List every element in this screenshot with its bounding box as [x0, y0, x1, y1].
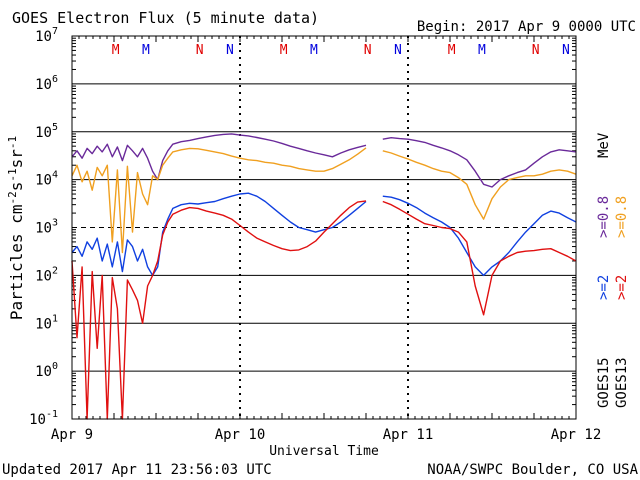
y-tick-label: 10-1 — [29, 409, 58, 428]
begin-time: Begin: 2017 Apr 9 0000 UTC — [417, 19, 636, 35]
marker-label: N — [226, 43, 234, 58]
marker-label: M — [478, 43, 486, 58]
marker-label: M — [142, 43, 150, 58]
legend-group: GOES13 >=2 >=0.8 — [614, 196, 630, 408]
legend-satellite: GOES15 — [596, 357, 612, 408]
series-line-3 — [71, 200, 577, 420]
series-layer — [71, 133, 577, 420]
y-tick-label: 105 — [35, 122, 58, 141]
marker-label: M — [112, 43, 120, 58]
y-tick-label: 101 — [35, 313, 58, 332]
y-axis-label: Particles cm-2s-1sr-1 — [6, 136, 26, 320]
y-tick-label: 100 — [35, 361, 58, 380]
legend: GOES15 >=2 >=0.8 MeV GOES13 >=2 >=0.8 — [596, 132, 630, 408]
marker-label: N — [196, 43, 204, 58]
marker-label: N — [532, 43, 540, 58]
marker-label: M — [280, 43, 288, 58]
y-tick-label: 103 — [35, 218, 58, 237]
y-tick-label: 107 — [35, 26, 58, 45]
marker-label: M — [310, 43, 318, 58]
y-tick-label: 104 — [35, 170, 58, 189]
y-tick-label: 106 — [35, 74, 58, 93]
legend-group: GOES15 >=2 >=0.8 MeV — [596, 132, 612, 408]
x-tick-label: Apr 11 — [383, 427, 434, 443]
legend-item: >=2 — [596, 275, 612, 300]
x-tick-label: Apr 12 — [551, 427, 602, 443]
x-tick-label: Apr 10 — [215, 427, 266, 443]
legend-item: >=0.8 — [614, 196, 630, 238]
series-line-1 — [71, 147, 577, 254]
y-tick-label: 102 — [35, 265, 58, 284]
svg-text:Particles cm-2s-1sr-1: Particles cm-2s-1sr-1 — [6, 136, 26, 320]
legend-item: >=0.8 — [596, 196, 612, 238]
chart-title: GOES Electron Flux (5 minute data) — [12, 9, 319, 27]
legend-satellite: GOES13 — [614, 357, 630, 408]
legend-item: >=2 — [614, 275, 630, 300]
marker-label: N — [562, 43, 570, 58]
legend-unit: MeV — [596, 132, 612, 158]
x-axis-label: Universal Time — [269, 444, 379, 459]
x-tick-label: Apr 9 — [51, 427, 93, 443]
marker-label: M — [448, 43, 456, 58]
series-line-0 — [71, 133, 577, 188]
plot-frame — [71, 35, 577, 420]
grid-lines — [72, 36, 576, 419]
updated-timestamp: Updated 2017 Apr 11 23:56:03 UTC — [2, 462, 272, 478]
series-line-2 — [71, 192, 577, 277]
marker-label: N — [394, 43, 402, 58]
tick-labels: 10-1 100 101 102 103 104 105 106 107 Apr 9 Apr 10 A… — [29, 26, 601, 443]
marker-label: N — [364, 43, 372, 58]
credit-line: NOAA/SWPC Boulder, CO USA — [427, 462, 638, 478]
